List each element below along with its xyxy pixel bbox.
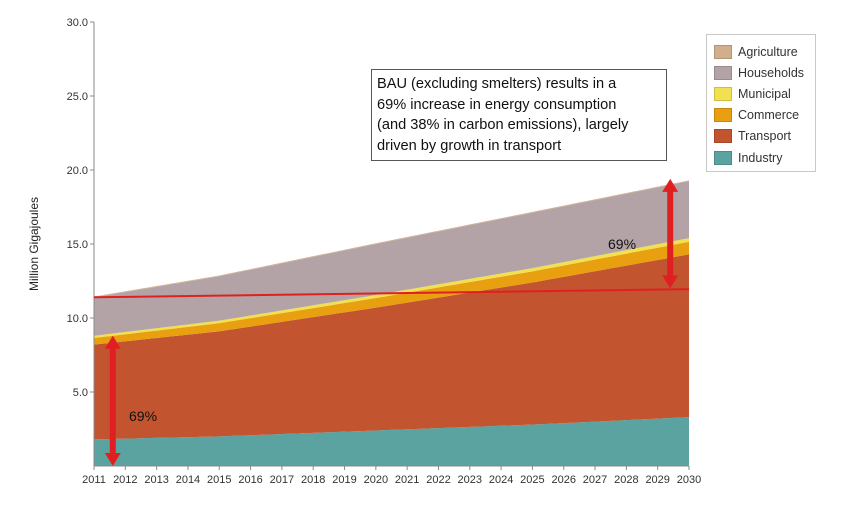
x-tick-label: 2020	[364, 474, 388, 486]
area-households	[94, 181, 689, 336]
y-tick-label: 25.0	[67, 91, 88, 103]
legend-swatch-agriculture	[714, 44, 732, 59]
x-tick-label: 2026	[551, 474, 575, 486]
x-tick-label: 2014	[176, 474, 200, 486]
annotation-box: BAU (excluding smelters) results in a 69…	[371, 69, 667, 161]
legend-swatch-municipal	[714, 86, 732, 101]
reference-line	[93, 288, 690, 299]
double-arrow-right	[662, 178, 679, 289]
legend-item-households: Households	[707, 62, 815, 83]
area-transport	[94, 254, 689, 440]
arrow-label-left: 69%	[129, 408, 158, 424]
x-tick-label: 2012	[113, 474, 137, 486]
x-tick-label: 2024	[489, 474, 513, 486]
legend-label-agriculture: Agriculture	[738, 44, 798, 59]
x-tick-label: 2021	[395, 474, 419, 486]
legend-label-households: Households	[738, 65, 805, 80]
y-axis-label: Million Gigajoules	[27, 197, 41, 291]
double-arrow-left	[104, 335, 121, 466]
legend-item-industry: Industry	[707, 147, 815, 168]
legend-swatch-households	[714, 65, 732, 80]
x-tick-label: 2018	[301, 474, 325, 486]
x-tick-label: 2013	[144, 474, 168, 486]
legend-label-transport: Transport	[738, 129, 792, 144]
y-tick-label: 15.0	[67, 239, 88, 251]
x-tick-label: 2025	[520, 474, 544, 486]
x-tick-label: 2011	[82, 474, 106, 486]
y-tick-label: 30.0	[67, 17, 88, 29]
legend-label-commerce: Commerce	[738, 108, 800, 123]
x-tick-label: 2017	[270, 474, 294, 486]
arrow-label-right: 69%	[608, 236, 637, 252]
x-tick-label: 2022	[426, 474, 450, 486]
x-tick-label: 2015	[207, 474, 231, 486]
area-industry	[94, 417, 689, 466]
y-tick-label: 10.0	[67, 313, 88, 325]
legend-swatch-commerce	[714, 108, 732, 123]
x-tick-label: 2019	[332, 474, 356, 486]
legend-label-municipal: Municipal	[738, 86, 791, 101]
legend-item-municipal: Municipal	[707, 83, 815, 104]
annotation-line: (and 38% in carbon emissions), largely	[377, 117, 629, 133]
area-commerce	[94, 241, 689, 345]
legend: Agriculture Households Municipal Commerc…	[706, 34, 816, 172]
legend-swatch-industry	[714, 150, 732, 165]
x-tick-label: 2016	[238, 474, 262, 486]
y-tick-label: 5.0	[73, 387, 88, 399]
x-tick-label: 2028	[614, 474, 638, 486]
annotation-line: driven by growth in transport	[377, 137, 562, 154]
legend-item-transport: Transport	[707, 126, 815, 147]
y-tick-label: 20.0	[67, 165, 88, 177]
x-tick-label: 2023	[458, 474, 482, 486]
x-tick-label: 2029	[645, 474, 669, 486]
annotation-line: BAU (excluding smelters) results in a	[377, 76, 617, 92]
legend-item-agriculture: Agriculture	[707, 41, 815, 62]
x-tick-label: 2027	[583, 474, 607, 486]
annotation-line: 69% increase in energy consumption	[377, 96, 617, 113]
legend-item-commerce: Commerce	[707, 105, 815, 126]
x-tick-label: 2030	[677, 474, 701, 486]
legend-swatch-transport	[714, 129, 732, 144]
legend-label-industry: Industry	[738, 150, 783, 165]
